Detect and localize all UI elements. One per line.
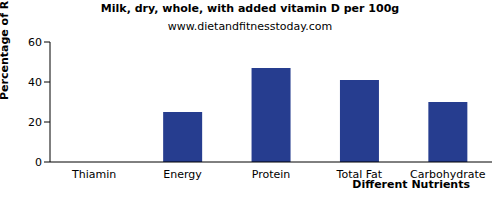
svg-text:20: 20 xyxy=(28,116,42,129)
svg-text:Carbohydrate: Carbohydrate xyxy=(410,168,486,181)
svg-text:0: 0 xyxy=(35,156,42,169)
svg-text:Energy: Energy xyxy=(163,168,202,181)
html-text:Different Nutrients: Different Nutrients xyxy=(352,178,470,191)
svg-text:Thiamin: Thiamin xyxy=(71,168,116,181)
html-text:www.dietandfitnesstoday.com: www.dietandfitnesstoday.com xyxy=(167,20,333,33)
svg-text:40: 40 xyxy=(28,76,42,89)
svg-text:Total Fat: Total Fat xyxy=(336,168,383,181)
svg-text:Protein: Protein xyxy=(252,168,291,181)
svg-text:60: 60 xyxy=(28,36,42,49)
html-text:Milk, dry, whole, with added v: Milk, dry, whole, with added vitamin D p… xyxy=(100,2,400,15)
